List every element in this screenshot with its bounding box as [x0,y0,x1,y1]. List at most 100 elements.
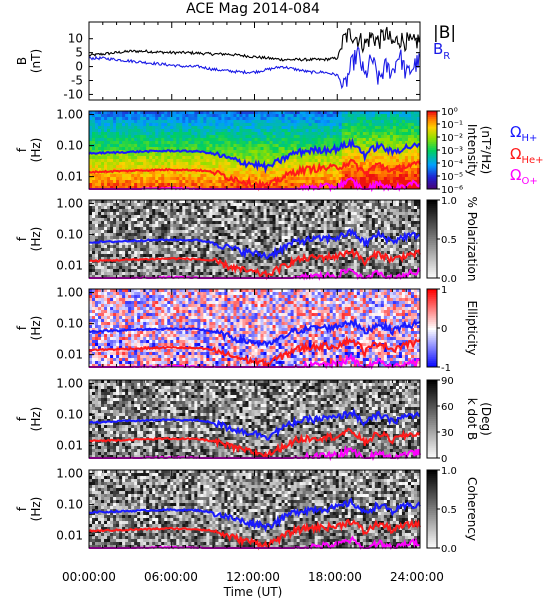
spectrogram-cell [368,138,373,142]
spectrogram-cell [260,120,264,124]
spectrogram-cell [122,212,126,216]
spectrogram-cell [161,159,165,163]
spectrogram-cell [365,117,370,121]
spectrogram-cell [92,227,96,231]
spectrogram-cell [239,206,243,210]
spectrogram-cell [284,257,288,261]
spectrogram-cell [311,156,316,160]
spectrogram-cell [278,138,282,142]
spectrogram-cell [173,159,177,163]
spectrogram-cell [224,174,228,178]
spectrogram-cell [218,248,222,252]
spectrogram-cell [410,168,415,172]
spectrogram-cell [215,111,219,115]
spectrogram-cell [341,138,346,142]
spectrogram-cell [119,114,123,118]
spectrogram-cell [137,260,141,264]
spectrogram-cell [254,215,258,219]
spectrogram-cell [185,254,189,258]
spectrogram-cell [170,129,174,133]
spectrogram-cell [188,147,192,151]
spectrogram-cell [122,138,126,142]
spectrogram-cell [197,117,201,121]
spectrogram-cell [227,126,231,130]
spectrogram-cell [233,165,237,169]
spectrogram-cell [233,260,237,264]
spectrogram-cell [149,159,153,163]
spectrogram-cell [356,114,361,118]
spectrogram-cell [149,126,153,130]
spectrogram-cell [98,165,102,169]
spectrogram-cell [149,230,153,234]
spectrogram-cell [356,174,361,178]
spectrogram-cell [398,153,403,157]
spectrogram-cell [140,144,144,148]
spectrogram-cell [185,242,189,246]
spectrogram-cell [359,123,364,127]
spectrogram-cell [287,248,292,252]
spectrogram-cell [203,123,207,127]
spectrogram-cell [401,159,406,163]
spectrogram-cell [398,117,403,121]
spectrogram-cell [149,162,153,166]
spectrogram-cell [401,135,406,139]
spectrogram-cell [98,180,102,184]
spectrogram-cell [272,135,276,139]
spectrogram-cell [158,206,162,210]
spectrogram-cell [167,159,171,163]
spectrogram-cell [200,269,204,273]
spectrogram-cell [176,171,180,175]
spectrogram-cell [263,260,267,264]
spectrogram-cell [161,248,165,252]
spectrogram-cell [143,141,147,145]
spectrogram-cell [242,177,246,181]
spectrogram-cell [167,212,171,216]
spectrogram-cell [263,114,267,118]
spectrogram-cell [263,159,267,163]
spectrogram-cell [389,177,394,181]
spectrogram-cell [344,120,349,124]
spectrogram-cell [218,215,222,219]
spectrogram-cell [236,117,240,121]
spectrogram-cell [260,209,264,213]
spectrogram-cell [110,120,114,124]
spectrogram-cell [149,269,153,273]
spectrogram-cell [119,230,123,234]
spectrogram-cell [236,162,240,166]
spectrogram-cell [191,224,195,228]
spectrogram-cell [200,206,204,210]
spectrogram-cell [173,171,177,175]
spectrogram-cell [350,156,355,160]
spectrogram-cell [92,230,96,234]
spectrogram-cell [107,221,111,225]
spectrogram-cell [161,209,165,213]
spectrogram-cell [206,153,210,157]
spectrogram-cell [230,144,234,148]
spectrogram-cell [89,218,93,222]
spectrogram-cell [179,203,183,207]
spectrogram-cell [140,272,144,276]
spectrogram-cell [266,224,270,228]
spectrogram-cell [284,123,288,127]
spectrogram-cell [143,254,147,258]
spectrogram-cell [242,138,246,142]
spectrogram-cell [224,111,228,115]
spectrogram-cell [290,129,295,133]
spectrogram-cell [146,111,150,115]
spectrogram-cell [401,162,406,166]
spectrogram-cell [257,174,261,178]
spectrogram-cell [308,117,313,121]
spectrogram-cell [197,218,201,222]
spectrogram-cell [173,212,177,216]
spectrogram-cell [377,117,382,121]
spectrogram-cell [110,200,114,204]
spectrogram-cell [227,177,231,181]
spectrogram-cell [116,171,120,175]
spectrogram-cell [236,206,240,210]
spectrogram-cell [284,275,288,279]
spectrogram-cell [299,144,304,148]
spectrogram-cell [215,183,219,187]
spectrogram-cell [146,251,150,255]
spectrogram-cell [146,203,150,207]
spectrogram-cell [203,266,207,270]
